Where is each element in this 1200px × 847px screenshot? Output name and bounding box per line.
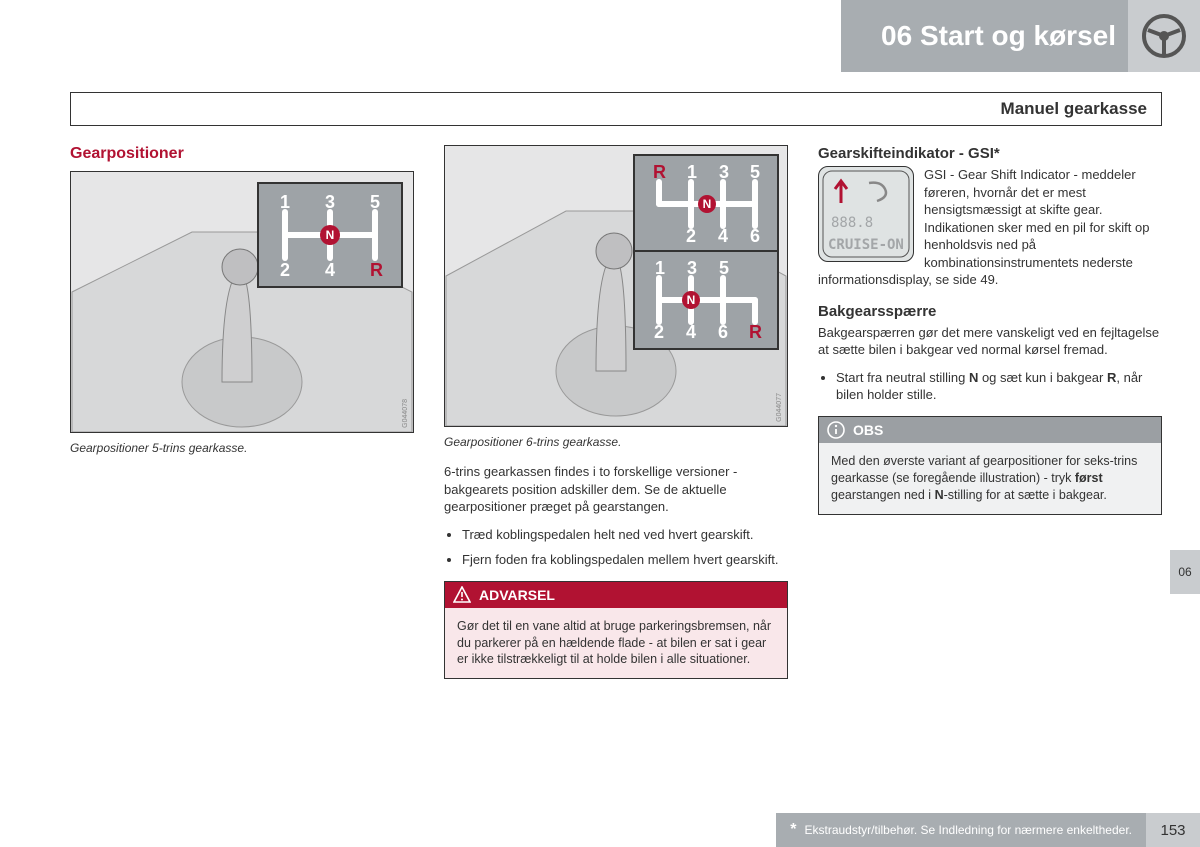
- warning-callout: ADVARSEL Gør det til en vane altid at br…: [444, 581, 788, 680]
- svg-text:6: 6: [718, 322, 728, 342]
- chapter-tab: 06: [1170, 550, 1200, 594]
- list-item: Start fra neutral stilling N og sæt kun …: [836, 369, 1162, 404]
- section-subtitle: Manuel gearkasse: [70, 92, 1162, 126]
- illustration-5speed: 1 3 5 2 4 R N G044078: [70, 171, 414, 433]
- svg-text:R: R: [749, 322, 762, 342]
- column-3: Gearskifteindikator - GSI* 888.8 CRUISE-…: [818, 145, 1162, 772]
- gear-pattern-5speed: 1 3 5 2 4 R N: [257, 182, 403, 288]
- footer-note: * Ekstraudstyr/tilbehør. Se Indledning f…: [776, 813, 1146, 847]
- warning-body: Gør det til en vane altid at bruge parke…: [445, 608, 787, 679]
- gear-pattern-6speed-a: R 1 3 5 2 4 6 N: [633, 154, 779, 254]
- svg-text:888.8: 888.8: [831, 215, 873, 231]
- gsi-display-icon: 888.8 CRUISE-ON: [818, 166, 914, 262]
- svg-text:3: 3: [325, 192, 335, 212]
- svg-text:6: 6: [750, 226, 760, 246]
- obs-callout: OBS Med den øverste variant af gearposit…: [818, 416, 1162, 515]
- reverse-lock-list: Start fra neutral stilling N og sæt kun …: [836, 369, 1162, 404]
- obs-title: OBS: [853, 422, 883, 438]
- page-header: 06 Start og kørsel: [0, 0, 1200, 72]
- svg-text:R: R: [653, 162, 666, 182]
- reverse-lock-heading: Bakgearsspærre: [818, 303, 1162, 320]
- svg-text:4: 4: [325, 260, 335, 280]
- info-icon: [827, 421, 845, 439]
- svg-text:3: 3: [719, 162, 729, 182]
- svg-text:5: 5: [750, 162, 760, 182]
- svg-text:2: 2: [686, 226, 696, 246]
- footnote-star: *: [790, 821, 796, 839]
- warning-title: ADVARSEL: [479, 587, 555, 603]
- svg-text:4: 4: [686, 322, 696, 342]
- svg-text:CRUISE-ON: CRUISE-ON: [828, 237, 904, 253]
- chapter-title: 06 Start og kørsel: [841, 0, 1128, 72]
- svg-text:3: 3: [687, 258, 697, 278]
- illustration-id-6: G044077: [776, 393, 783, 422]
- svg-text:5: 5: [719, 258, 729, 278]
- reverse-lock-body: Bakgearspærren gør det mere vanskeligt v…: [818, 324, 1162, 359]
- svg-text:N: N: [687, 293, 696, 307]
- svg-text:1: 1: [655, 258, 665, 278]
- gearpositioner-heading: Gearpositioner: [70, 145, 414, 163]
- illustration-caption-5speed: Gearpositioner 5-trins gearkasse.: [70, 441, 414, 455]
- obs-body: Med den øverste variant af gearpositione…: [819, 443, 1161, 514]
- svg-text:2: 2: [280, 260, 290, 280]
- gsi-heading: Gearskifteindikator - GSI*: [818, 145, 1162, 162]
- clutch-instructions-list: Træd koblingspedalen helt ned ved hvert …: [462, 526, 788, 569]
- svg-text:1: 1: [687, 162, 697, 182]
- svg-text:5: 5: [370, 192, 380, 212]
- svg-text:R: R: [370, 260, 383, 280]
- svg-text:N: N: [326, 228, 335, 242]
- page-number: 153: [1146, 813, 1200, 847]
- svg-text:4: 4: [718, 226, 728, 246]
- svg-text:2: 2: [654, 322, 664, 342]
- warning-icon: [453, 586, 471, 604]
- content-columns: Gearpositioner 1 3: [70, 145, 1162, 772]
- footnote-text: Ekstraudstyr/tilbehør. Se Indledning for…: [804, 823, 1132, 837]
- p-6speed-versions: 6-trins gearkassen findes i to forskelli…: [444, 463, 788, 516]
- list-item: Træd koblingspedalen helt ned ved hvert …: [462, 526, 788, 544]
- column-1: Gearpositioner 1 3: [70, 145, 414, 772]
- steering-wheel-icon: [1128, 0, 1200, 72]
- illustration-6speed: R 1 3 5 2 4 6 N: [444, 145, 788, 427]
- gear-pattern-6speed-b: 1 3 5 2 4 6 R N: [633, 250, 779, 350]
- illustration-caption-6speed: Gearpositioner 6-trins gearkasse.: [444, 435, 788, 449]
- svg-text:N: N: [703, 197, 712, 211]
- list-item: Fjern foden fra koblingspedalen mellem h…: [462, 551, 788, 569]
- illustration-id: G044078: [402, 399, 409, 428]
- svg-text:1: 1: [280, 192, 290, 212]
- column-2: R 1 3 5 2 4 6 N: [444, 145, 788, 772]
